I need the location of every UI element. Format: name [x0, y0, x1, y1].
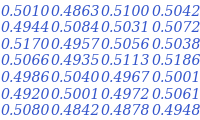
Text: 0.4967: 0.4967 [100, 71, 150, 85]
Text: 0.4948: 0.4948 [150, 104, 200, 118]
Text: 0.5066: 0.5066 [0, 54, 50, 69]
Text: 0.5084: 0.5084 [50, 21, 100, 35]
Text: 0.5186: 0.5186 [150, 54, 200, 69]
Text: 0.4944: 0.4944 [0, 21, 50, 35]
Text: 0.5042: 0.5042 [150, 5, 200, 19]
Text: 0.5040: 0.5040 [50, 71, 100, 85]
Text: 0.4957: 0.4957 [50, 38, 100, 52]
Text: 0.4972: 0.4972 [100, 88, 150, 102]
Text: 0.5010: 0.5010 [0, 5, 50, 19]
Text: 0.5113: 0.5113 [100, 54, 150, 69]
Text: 0.5038: 0.5038 [150, 38, 200, 52]
Text: 0.4935: 0.4935 [50, 54, 100, 69]
Text: 0.5072: 0.5072 [150, 21, 200, 35]
Text: 0.5056: 0.5056 [100, 38, 150, 52]
Text: 0.5100: 0.5100 [100, 5, 150, 19]
Text: 0.4863: 0.4863 [50, 5, 100, 19]
Text: 0.4842: 0.4842 [50, 104, 100, 118]
Text: 0.5001: 0.5001 [150, 71, 200, 85]
Text: 0.5031: 0.5031 [100, 21, 150, 35]
Text: 0.5170: 0.5170 [0, 38, 50, 52]
Text: 0.5001: 0.5001 [50, 88, 100, 102]
Text: 0.4878: 0.4878 [100, 104, 150, 118]
Text: 0.5080: 0.5080 [0, 104, 50, 118]
Text: 0.5061: 0.5061 [150, 88, 200, 102]
Text: 0.4986: 0.4986 [0, 71, 50, 85]
Text: 0.4920: 0.4920 [0, 88, 50, 102]
